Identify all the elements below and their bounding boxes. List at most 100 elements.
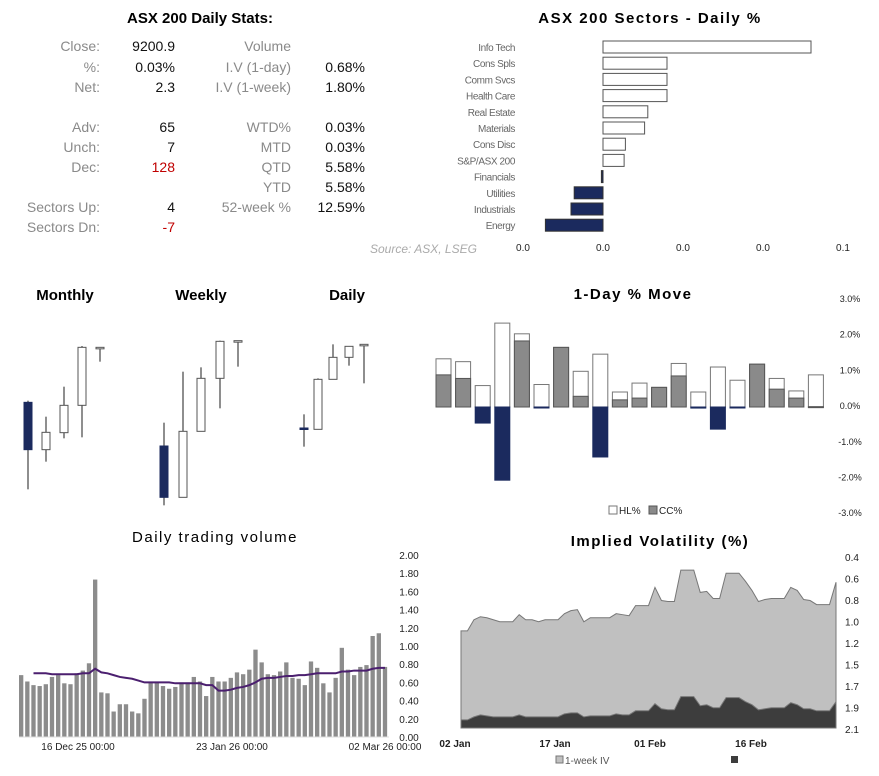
volume-bar	[142, 698, 147, 737]
cc-bar	[533, 406, 550, 409]
volume-bar	[296, 678, 301, 737]
volume-bar	[253, 649, 258, 737]
volume-bar	[352, 675, 357, 737]
candle-body	[77, 346, 87, 406]
stats-label: Close:	[60, 38, 100, 54]
stats-label: QTD	[261, 159, 291, 175]
volume-bar	[259, 662, 264, 737]
daily-title: Daily	[329, 287, 365, 304]
legend-label-hl: HL%	[619, 506, 641, 517]
volume-bar	[222, 681, 227, 737]
sector-label: Industrials	[474, 205, 516, 216]
y-tick-label: 1.0%	[840, 365, 861, 375]
volume-bar	[358, 666, 363, 737]
y-tick-label: 1.2	[845, 639, 859, 650]
x-tick-label: 16 Dec 25 00:00	[41, 742, 115, 753]
x-tick-label: 0.0	[756, 243, 770, 254]
sector-bar	[600, 170, 604, 184]
sector-bar	[570, 202, 604, 216]
volume-bar	[308, 661, 314, 737]
volume-bar	[123, 704, 129, 737]
legend-swatch-hl	[608, 505, 618, 515]
cc-bar	[553, 346, 570, 408]
volume-bar	[49, 676, 55, 737]
y-tick-label: 1.5	[845, 661, 859, 672]
sector-label: Real Estate	[468, 108, 516, 119]
volume-bar	[117, 704, 122, 737]
cc-bar	[611, 399, 628, 408]
sector-label: Cons Spls	[473, 59, 515, 70]
stats-value: 9200.9	[132, 38, 175, 54]
y-tick-label: 2.0%	[840, 330, 861, 340]
volume-bar	[86, 663, 92, 737]
volume-bar	[290, 677, 295, 737]
sector-label: Energy	[486, 221, 516, 232]
sector-bar	[544, 218, 604, 232]
stats-value: 0.03%	[325, 139, 365, 155]
cc-bar	[807, 406, 824, 409]
stats-label: Sectors Dn:	[26, 219, 100, 235]
volume-bar	[271, 675, 277, 737]
hl-bar	[729, 379, 746, 408]
x-tick-label: 0.1	[836, 243, 850, 254]
volume-bar	[265, 674, 270, 737]
stats-value: 0.03%	[135, 59, 175, 75]
x-tick-label: 0.0	[516, 243, 530, 254]
cc-bar	[749, 363, 766, 408]
hl-bar	[533, 384, 550, 408]
volume-bar	[339, 647, 344, 737]
y-tick-label: 2.00	[399, 551, 419, 562]
volume-bar	[148, 681, 153, 737]
stats-title: ASX 200 Daily Stats:	[127, 10, 273, 27]
volume-bar	[191, 676, 196, 737]
sector-label: Comm Svcs	[465, 75, 516, 86]
sector-label: Health Care	[466, 92, 516, 103]
candle-body	[95, 346, 105, 350]
candle-body	[215, 340, 225, 379]
volume-title: Daily trading volume	[132, 529, 298, 546]
sector-label: Cons Disc	[473, 140, 515, 151]
volume-bar	[62, 683, 67, 737]
volume-bar	[247, 669, 252, 737]
volume-bar	[228, 677, 233, 737]
volume-bar	[185, 682, 190, 737]
stats-value: 65	[159, 119, 175, 135]
stats-label: Net:	[74, 79, 100, 95]
candle-body	[178, 430, 188, 498]
sector-label: Materials	[478, 124, 515, 135]
move-title: 1-Day % Move	[573, 286, 693, 303]
stats-label: %:	[83, 59, 100, 75]
source-note: Source: ASX, LSEG	[370, 242, 477, 256]
x-tick-label: 23 Jan 26 00:00	[196, 742, 268, 753]
cc-bar	[494, 406, 511, 481]
hl-bar	[709, 366, 726, 408]
volume-bar	[197, 681, 203, 737]
stats-value: 0.03%	[325, 119, 365, 135]
cc-bar	[768, 388, 785, 408]
average-line	[33, 666, 385, 692]
hl-bar	[474, 385, 491, 408]
sector-bar	[602, 137, 626, 151]
volume-bar	[315, 667, 320, 737]
cc-bar	[651, 386, 668, 408]
x-tick-label: 17 Jan	[539, 739, 570, 750]
legend-label-iv: 1-week IV	[565, 756, 610, 767]
volume-bar	[37, 686, 42, 737]
volume-bar	[130, 711, 135, 737]
monthly-title: Monthly	[36, 287, 94, 304]
volume-bar	[43, 684, 48, 737]
volume-bar	[302, 685, 307, 737]
stats-value: 5.58%	[325, 179, 365, 195]
volume-bar	[154, 681, 159, 737]
y-tick-label: -3.0%	[838, 508, 862, 518]
weekly-title: Weekly	[175, 287, 227, 304]
x-tick-label: 02 Jan	[439, 739, 470, 750]
sector-bar	[602, 40, 812, 54]
x-tick-label: 0.0	[596, 243, 610, 254]
x-tick-label: 02 Mar 26 00:00	[349, 742, 422, 753]
y-tick-label: -2.0%	[838, 473, 862, 483]
sector-bar	[602, 72, 668, 86]
sector-label: S&P/ASX 200	[457, 156, 516, 167]
stats-value: -7	[162, 219, 175, 235]
